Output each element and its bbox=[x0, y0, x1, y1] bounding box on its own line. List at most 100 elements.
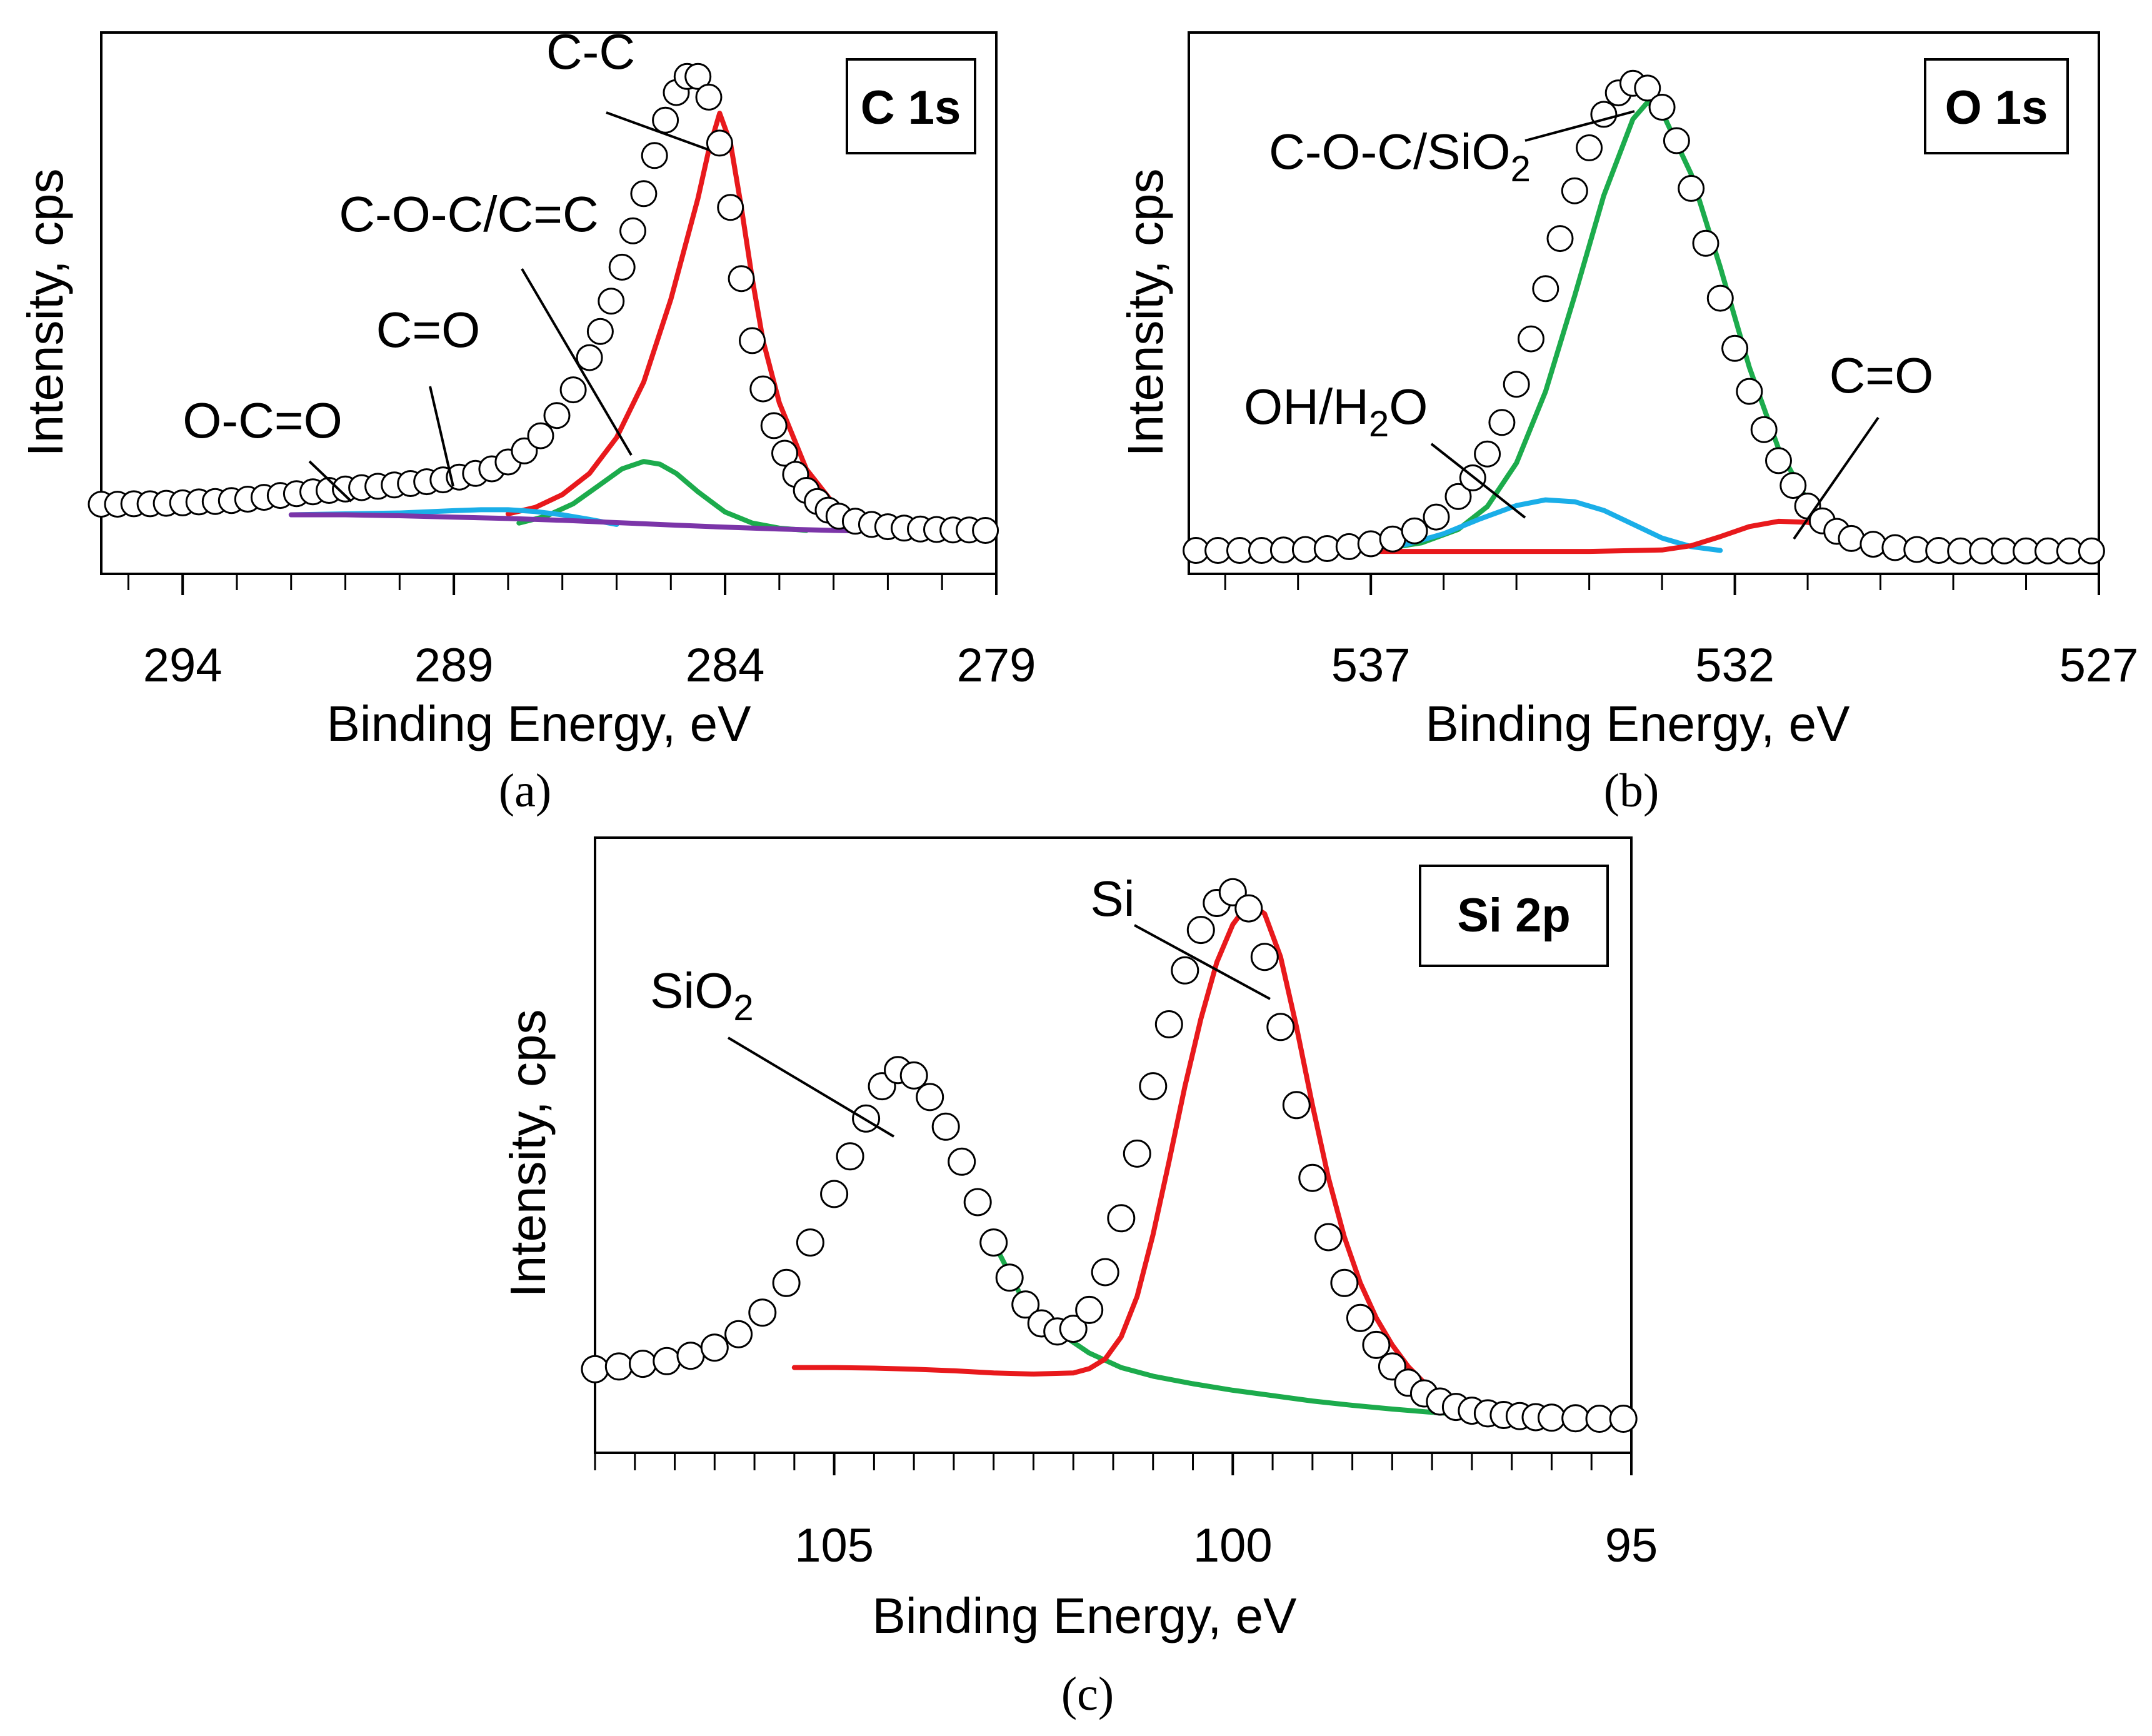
plot-frame bbox=[1188, 31, 2100, 575]
data-point bbox=[1532, 275, 1559, 303]
data-point bbox=[1765, 447, 1792, 474]
x-tick-label: 527 bbox=[2059, 639, 2139, 692]
label-oh-h2o: OH/H2O bbox=[1244, 379, 1428, 444]
data-point bbox=[527, 422, 554, 449]
leader-oh-h2o bbox=[1430, 443, 1526, 519]
data-point bbox=[684, 63, 712, 90]
data-point bbox=[1091, 1258, 1119, 1287]
series-line-o-c-o bbox=[288, 512, 891, 534]
panel-si2p: 105 100 95 Si 2p SiO2 Si Binding Energy, e… bbox=[500, 836, 1658, 1720]
data-point bbox=[724, 1320, 753, 1348]
label-o-c-o: O-C=O bbox=[183, 393, 343, 448]
label-si: Si bbox=[1090, 871, 1134, 926]
data-point bbox=[1234, 894, 1263, 923]
data-point bbox=[749, 375, 777, 403]
label-c-o: C=O bbox=[1829, 348, 1934, 403]
data-point bbox=[1488, 409, 1516, 436]
leader-o-c-o bbox=[308, 460, 353, 503]
label-sio2: SiO2 bbox=[650, 963, 754, 1028]
data-point bbox=[1250, 943, 1279, 971]
data-point bbox=[836, 1142, 864, 1171]
data-point bbox=[796, 1228, 824, 1257]
data-point bbox=[899, 1061, 928, 1090]
data-point bbox=[979, 1228, 1008, 1257]
region-box bbox=[1924, 58, 2069, 154]
data-point bbox=[1609, 1405, 1638, 1433]
leader-c-o-c-sio2 bbox=[1524, 110, 1635, 142]
data-point bbox=[676, 1342, 705, 1370]
data-point bbox=[972, 517, 999, 544]
data-point bbox=[1585, 1405, 1614, 1433]
data-point bbox=[619, 217, 646, 244]
data-point bbox=[963, 1188, 992, 1217]
data-point bbox=[1139, 1072, 1168, 1101]
x-tick-label: 289 bbox=[414, 639, 494, 692]
y-axis-label: Intensity, cps bbox=[1118, 169, 1173, 457]
data-point bbox=[1474, 440, 1501, 468]
leader-c-c bbox=[606, 111, 710, 151]
data-point bbox=[1518, 325, 1544, 353]
x-tick-label: 279 bbox=[957, 639, 1036, 692]
label-c-c: C-C bbox=[546, 24, 635, 79]
panel-label-c: (c) bbox=[1061, 1668, 1114, 1720]
data-point bbox=[576, 344, 603, 371]
series-line-oh-h2o bbox=[1368, 497, 1723, 553]
data-point bbox=[706, 129, 733, 157]
data-point bbox=[652, 106, 679, 134]
label-c-o-c-sio2: C-O-C/SiO2 bbox=[1269, 124, 1531, 189]
data-point bbox=[1663, 127, 1690, 154]
y-axis-label: Intensity, cps bbox=[500, 1010, 556, 1298]
region-title: Si 2p bbox=[1457, 889, 1571, 942]
panel-o1s: 537 532 527 O 1s C-O-C/SiO2 OH/H2O C=O Bin… bbox=[1118, 31, 2139, 817]
data-point bbox=[1298, 1163, 1327, 1192]
leader-si bbox=[1134, 924, 1271, 1000]
x-tick-label: 105 bbox=[794, 1519, 874, 1572]
x-axis-label: Binding Energy, eV bbox=[1426, 696, 1851, 751]
data-point bbox=[748, 1298, 777, 1327]
region-title: C 1s bbox=[861, 81, 961, 134]
data-point bbox=[1186, 916, 1215, 945]
leader-c-o bbox=[1793, 416, 1879, 540]
region-box bbox=[1419, 865, 1609, 967]
data-point bbox=[586, 318, 614, 345]
data-point bbox=[1330, 1268, 1359, 1297]
x-tick-label: 537 bbox=[1331, 639, 1411, 692]
data-point bbox=[630, 180, 658, 208]
x-tick-label: 284 bbox=[686, 639, 765, 692]
data-point bbox=[700, 1333, 729, 1362]
data-point bbox=[931, 1112, 960, 1141]
data-point bbox=[771, 439, 798, 467]
data-point bbox=[760, 412, 788, 439]
plot-frame bbox=[100, 31, 998, 575]
x-tick-label: 100 bbox=[1193, 1519, 1273, 1572]
data-point bbox=[1362, 1330, 1391, 1359]
data-point bbox=[2078, 537, 2105, 564]
x-tick-label: 294 bbox=[143, 639, 223, 692]
data-point bbox=[1011, 1290, 1040, 1319]
label-c-o-c: C-O-C/C=C bbox=[339, 186, 599, 242]
data-point bbox=[1059, 1315, 1088, 1343]
y-axis-label: Intensity, cps bbox=[18, 169, 73, 457]
data-point bbox=[641, 142, 668, 169]
x-axis-label: Binding Energy, eV bbox=[327, 696, 752, 751]
data-point bbox=[629, 1350, 657, 1378]
data-point bbox=[1634, 74, 1661, 102]
data-point bbox=[695, 83, 723, 111]
data-point bbox=[820, 1180, 849, 1208]
data-point bbox=[1123, 1139, 1151, 1168]
data-point bbox=[728, 265, 755, 293]
data-point bbox=[1075, 1295, 1104, 1324]
data-point bbox=[1154, 1010, 1183, 1038]
panel-c1s: 294 289 284 279 C 1s C-C C-O-C/C=C C=O O-C=… bbox=[18, 24, 1036, 817]
data-point bbox=[1561, 177, 1588, 204]
data-point bbox=[1678, 174, 1705, 202]
data-point bbox=[1750, 416, 1778, 443]
data-point bbox=[1576, 134, 1603, 161]
region-box bbox=[846, 58, 976, 154]
data-point bbox=[1423, 503, 1450, 531]
data-point bbox=[1346, 1303, 1374, 1332]
leader-c-o-c bbox=[521, 268, 633, 456]
data-point bbox=[1282, 1091, 1311, 1120]
data-point bbox=[1444, 483, 1472, 510]
